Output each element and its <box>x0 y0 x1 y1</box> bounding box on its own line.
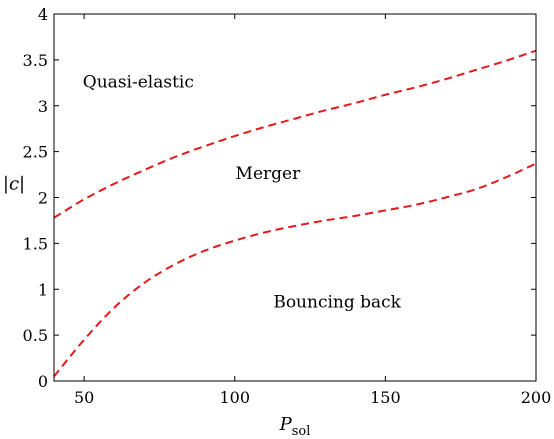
region-label-quasi-elastic: Quasi-elastic <box>83 72 194 92</box>
x-tick-label: 100 <box>219 388 250 407</box>
lower-boundary-line <box>53 162 537 378</box>
plot-frame <box>53 13 537 382</box>
x-axis-label-main: P <box>279 414 293 435</box>
x-tick-label: 200 <box>521 388 552 407</box>
y-tick-label: 2.5 <box>23 143 48 162</box>
y-tick-label: 2 <box>38 189 48 208</box>
y-tick-label: 0 <box>38 372 48 391</box>
upper-boundary-line <box>53 49 537 219</box>
region-label-merger: Merger <box>236 164 302 184</box>
x-axis-label-subscript: sol <box>292 424 311 439</box>
y-tick-label: 1 <box>38 280 48 299</box>
x-tick-label: 150 <box>370 388 401 407</box>
y-axis-label: |c| <box>3 174 25 195</box>
y-tick-label: 3 <box>38 97 48 116</box>
region-label-bouncing-back: Bouncing back <box>273 293 401 313</box>
y-tick-label: 0.5 <box>23 326 48 345</box>
y-tick-label: 1.5 <box>23 234 48 253</box>
x-tick-label: 50 <box>74 388 94 407</box>
y-tick-label: 4 <box>38 5 48 24</box>
y-tick-label: 3.5 <box>23 51 48 70</box>
x-axis-label: Psol <box>279 414 311 439</box>
